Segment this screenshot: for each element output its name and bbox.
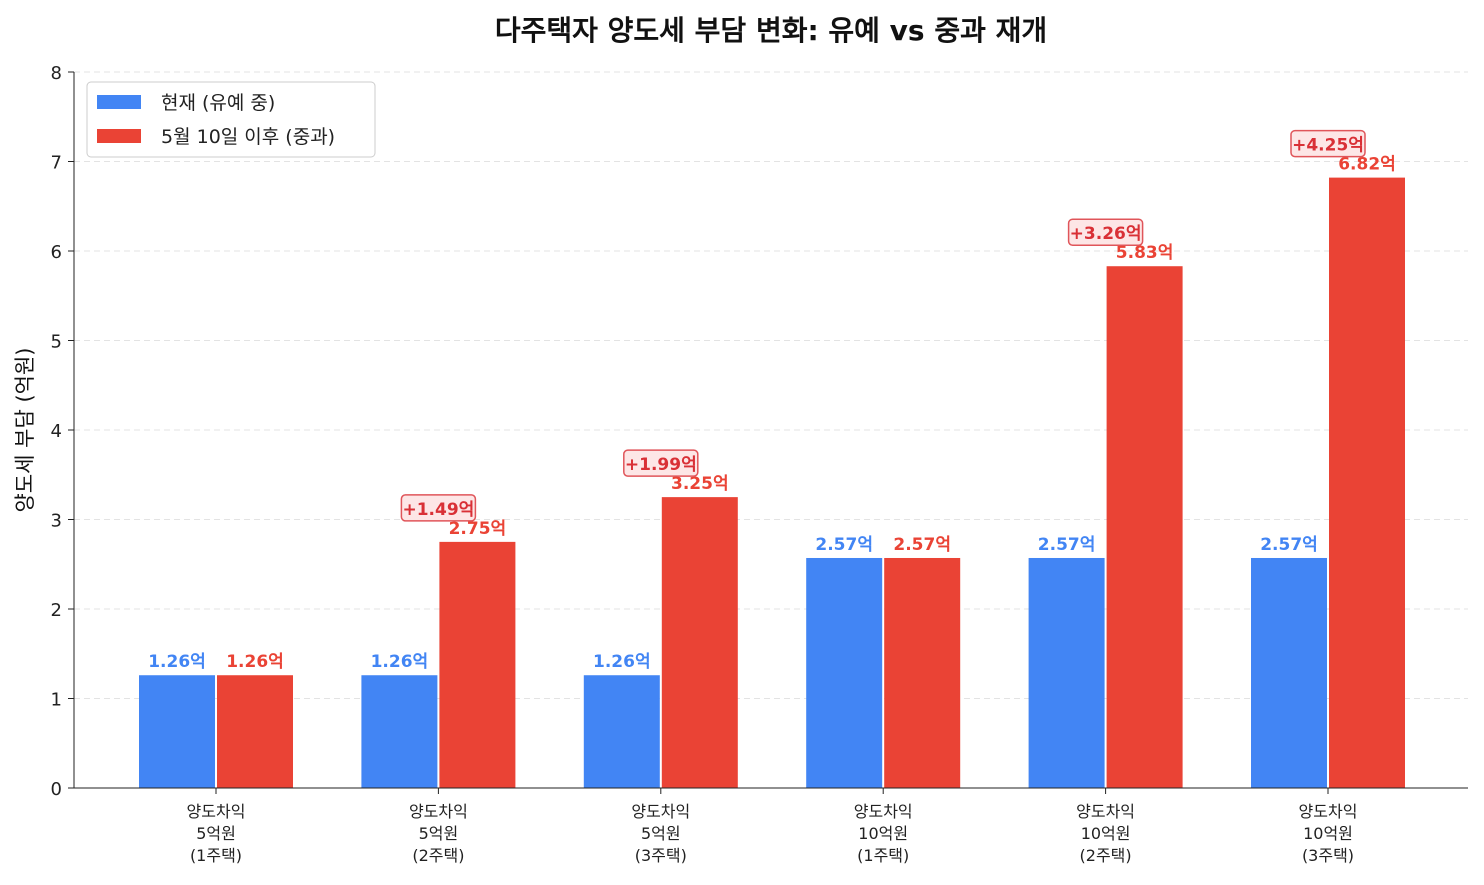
x-tick-label: 10억원: [1081, 824, 1131, 843]
y-tick-label: 2: [51, 600, 62, 621]
x-tick-label: 5억원: [641, 824, 681, 843]
bar-current: [361, 675, 438, 788]
bar-after: [661, 497, 738, 788]
data-label: 2.57억: [893, 535, 951, 555]
x-tick-label: 10억원: [1303, 824, 1353, 843]
bar-current: [806, 557, 883, 788]
y-tick-label: 8: [51, 63, 62, 84]
bar-current: [583, 675, 660, 788]
x-tick-label: (2주택): [1080, 846, 1132, 865]
data-label: 6.82억: [1338, 155, 1396, 175]
x-tick-label: 5억원: [419, 824, 459, 843]
y-tick-label: 1: [51, 690, 62, 711]
data-label: 3.25억: [671, 474, 729, 494]
x-tick-label: 양도차익: [187, 802, 246, 821]
y-tick-label: 4: [51, 421, 62, 442]
y-axis-label: 양도세 부담 (억원): [13, 348, 37, 513]
svg-text:+1.99억: +1.99억: [625, 455, 697, 475]
chart-title: 다주택자 양도세 부담 변화: 유예 vs 중과 재개: [495, 14, 1047, 47]
legend-frame: [86, 81, 376, 158]
y-tick-label: 5: [51, 332, 62, 353]
legend-label: 현재 (유예 중): [161, 92, 275, 114]
data-label: 5.83억: [1116, 243, 1174, 263]
svg-text:+1.49억: +1.49억: [402, 500, 474, 520]
x-tick-label: (3주택): [635, 846, 687, 865]
svg-text:+3.26억: +3.26억: [1070, 224, 1142, 244]
svg-text:+4.25억: +4.25억: [1292, 136, 1364, 156]
legend-swatch: [97, 129, 141, 143]
bar-current: [1251, 557, 1327, 788]
y-tick-label: 7: [51, 153, 62, 174]
difference-annotation: +1.49억: [400, 494, 477, 522]
y-tick-label: 6: [51, 242, 62, 263]
data-label: 2.57억: [815, 535, 873, 555]
bar-after: [439, 541, 516, 788]
x-tick-label: (3주택): [1302, 846, 1354, 865]
x-tick-label: 10억원: [858, 824, 908, 843]
bar-current: [1028, 557, 1105, 788]
data-label: 1.26억: [593, 652, 651, 672]
difference-annotation: +1.99억: [623, 449, 699, 477]
legend-swatch: [97, 95, 141, 109]
data-label: 1.26억: [371, 652, 429, 672]
x-tick-label: (1주택): [857, 846, 909, 865]
difference-annotation: +3.26억: [1067, 218, 1144, 246]
difference-annotation: +4.25억: [1290, 129, 1366, 158]
x-tick-label: (2주택): [412, 846, 464, 865]
y-tick-label: 0: [51, 779, 62, 800]
x-tick-label: (1주택): [190, 846, 242, 865]
x-tick-label: 양도차익: [409, 802, 468, 821]
bar-current: [139, 675, 215, 788]
bar-after: [1106, 266, 1183, 789]
bar-after: [217, 675, 293, 788]
x-tick-label: 양도차익: [1076, 802, 1135, 821]
data-label: 1.26억: [148, 652, 206, 672]
data-label: 2.75억: [449, 519, 507, 539]
data-label: 1.26억: [226, 652, 284, 672]
legend: 현재 (유예 중) 5월 10일 이후 (중과): [86, 81, 376, 158]
bar-after: [1329, 177, 1405, 789]
y-tick-label: 3: [51, 511, 62, 532]
data-label: 2.57억: [1260, 535, 1318, 555]
x-tick-label: 5억원: [196, 824, 236, 843]
legend-label: 5월 10일 이후 (중과): [161, 126, 335, 148]
x-tick-label: 양도차익: [1299, 802, 1358, 821]
x-tick-label: 양도차익: [631, 802, 690, 821]
data-label: 2.57억: [1038, 535, 1096, 555]
bar-after: [884, 557, 961, 788]
x-tick-label: 양도차익: [854, 802, 913, 821]
